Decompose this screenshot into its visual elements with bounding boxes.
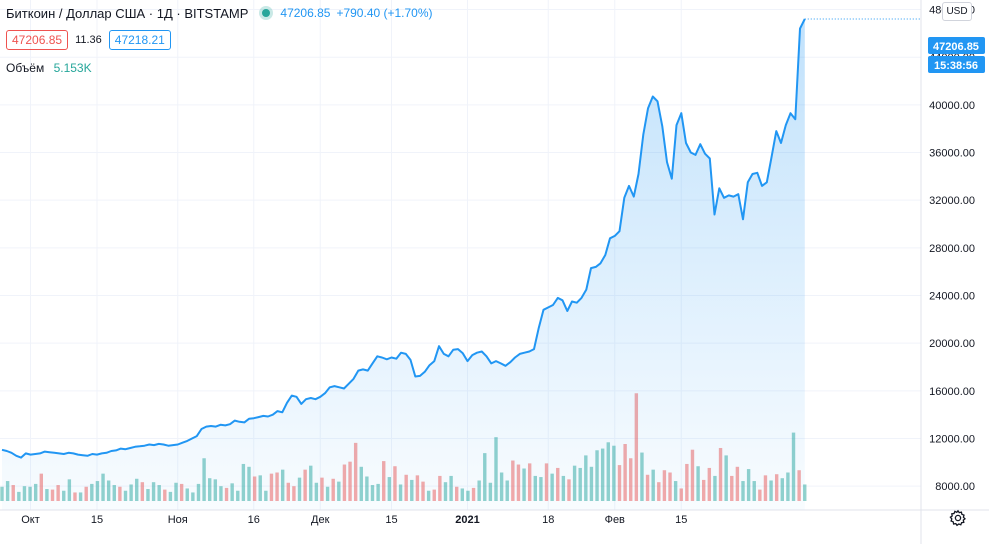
currency-button[interactable]: USD — [942, 2, 972, 21]
y-tick-label: 36000.00 — [929, 148, 975, 160]
x-tick-label: 15 — [675, 514, 687, 526]
y-tick-label: 20000.00 — [929, 338, 975, 350]
x-tick-label: 18 — [542, 514, 554, 526]
buy-price-button[interactable]: 47218.21 — [108, 30, 171, 50]
market-status-icon — [262, 9, 271, 17]
price-line — [1, 18, 806, 459]
spread-value: 11.36 — [75, 34, 102, 46]
countdown-text: 15:38:56 — [934, 60, 978, 72]
x-tick-label: Ноя — [168, 514, 188, 526]
y-tick-label: 12000.00 — [929, 434, 975, 446]
header-change: +790.40 (+1.70%) — [336, 6, 433, 20]
y-tick-label: 16000.00 — [929, 386, 975, 398]
y-tick-label: 8000.00 — [935, 481, 975, 493]
symbol-title[interactable]: Биткоин / Доллар США · 1Д · BITSTAMP — [6, 5, 249, 21]
chart-header: Биткоин / Доллар США · 1Д · BITSTAMP 472… — [6, 4, 433, 22]
header-last-price: 47206.85 — [280, 6, 331, 20]
volume-legend: Объём 5.153K — [6, 61, 92, 75]
x-tick-label: 16 — [248, 514, 260, 526]
x-tick-label: 15 — [385, 514, 397, 526]
y-tick-label: 24000.00 — [929, 291, 975, 303]
x-tick-label: Дек — [311, 514, 330, 526]
gear-icon[interactable] — [949, 509, 967, 527]
price-axis-background[interactable] — [921, 24, 989, 510]
y-tick-label: 32000.00 — [929, 195, 975, 207]
y-tick-label: 40000.00 — [929, 100, 975, 112]
countdown-label: 15:38:56 — [928, 56, 985, 73]
x-tick-label: 2021 — [455, 514, 479, 526]
price-area — [2, 19, 805, 510]
last-price-label: 47206.85 — [928, 37, 985, 54]
x-tick-label: 15 — [91, 514, 103, 526]
volume-value: 5.153K — [53, 61, 92, 75]
y-tick-label: 28000.00 — [929, 243, 975, 255]
bid-ask-row: 47206.85 11.36 47218.21 — [6, 30, 171, 50]
sell-price-button[interactable]: 47206.85 — [6, 30, 69, 50]
x-tick-label: Окт — [21, 514, 40, 526]
x-tick-label: Фев — [605, 514, 625, 526]
volume-label[interactable]: Объём — [6, 61, 45, 75]
last-price-text: 47206.85 — [933, 41, 979, 53]
